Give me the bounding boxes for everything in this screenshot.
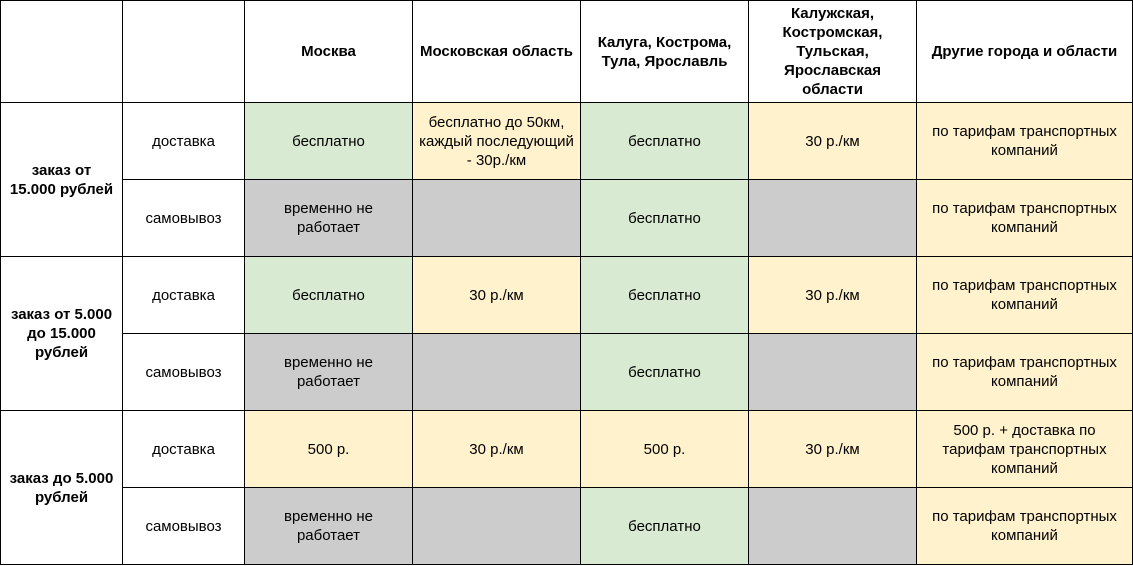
price-cell-moscow-region: бесплатно до 50км, каждый последующий - … [412,102,581,180]
price-cell-regions: 30 р./км [748,410,917,488]
price-cell-cities: 500 р. [580,410,749,488]
price-cell-moscow: бесплатно [244,256,413,334]
header-cell-moscow: Москва [244,0,413,103]
price-cell-moscow-region [412,179,581,257]
price-cell-other: по тарифам транспортных компаний [916,179,1133,257]
price-cell-cities: бесплатно [580,487,749,565]
price-cell-other: 500 р. + доставка по тарифам транспортны… [916,410,1133,488]
order-group-label: заказ до 5.000 рублей [0,410,123,565]
price-cell-moscow: временно не работает [244,179,413,257]
price-cell-other: по тарифам транспортных компаний [916,487,1133,565]
header-cell-moscow-region: Московская область [412,0,581,103]
price-cell-regions [748,487,917,565]
table-row: самовывоз временно не работает бесплатно… [1,179,1133,257]
delivery-type-cell: доставка [122,256,245,334]
table-row: заказ от 5.000 до 15.000 рублей доставка… [0,256,1133,411]
price-cell-regions: 30 р./км [748,102,917,180]
delivery-type-cell: доставка [122,410,245,488]
price-cell-moscow-region: 30 р./км [412,256,581,334]
price-cell-cities: бесплатно [580,179,749,257]
price-cell-other: по тарифам транспортных компаний [916,256,1133,334]
order-group-label: заказ от 5.000 до 15.000 рублей [0,256,123,411]
table-row: заказ от 15.000 рублей доставка бесплатн… [0,102,1133,257]
price-cell-moscow: бесплатно [244,102,413,180]
order-group-label: заказ от 15.000 рублей [0,102,123,257]
header-cell-cities: Калуга, Кострома, Тула, Ярославль [580,0,749,103]
table-row: заказ до 5.000 рублей доставка 500 р. 30… [0,410,1133,565]
price-cell-other: по тарифам транспортных компаний [916,102,1133,180]
price-cell-moscow: временно не работает [244,487,413,565]
price-cell-moscow-region: 30 р./км [412,410,581,488]
table-row: самовывоз временно не работает бесплатно… [1,487,1133,565]
delivery-type-cell: самовывоз [122,333,245,411]
delivery-type-cell: самовывоз [122,179,245,257]
price-cell-moscow-region [412,487,581,565]
price-cell-regions: 30 р./км [748,256,917,334]
price-cell-moscow: 500 р. [244,410,413,488]
header-cell-other: Другие города и области [916,0,1133,103]
price-cell-moscow: временно не работает [244,333,413,411]
header-cell-type [122,0,245,103]
price-cell-moscow-region [412,333,581,411]
price-cell-cities: бесплатно [580,256,749,334]
delivery-type-cell: самовывоз [122,487,245,565]
header-cell-group [0,0,123,103]
price-cell-other: по тарифам транспортных компаний [916,333,1133,411]
price-cell-regions [748,333,917,411]
delivery-type-cell: доставка [122,102,245,180]
header-cell-regions: Калужская, Костромская, Тульская, Яросла… [748,0,917,103]
table-row: самовывоз временно не работает бесплатно… [1,333,1133,411]
price-cell-cities: бесплатно [580,333,749,411]
header-row: Москва Московская область Калуга, Костро… [0,0,1133,103]
price-cell-regions [748,179,917,257]
price-cell-cities: бесплатно [580,102,749,180]
